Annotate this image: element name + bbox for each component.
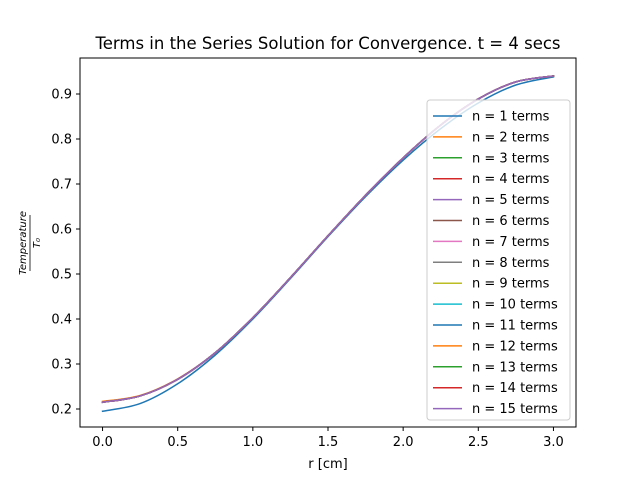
x-axis-ticks: 0.0 0.5 1.0 1.5 2.0 2.5 3.0 bbox=[92, 427, 564, 450]
legend-label-8: n = 8 terms bbox=[472, 256, 550, 271]
legend-label-6: n = 6 terms bbox=[472, 214, 550, 229]
x-tick-label: 2.0 bbox=[393, 435, 414, 450]
series-layer bbox=[101, 75, 555, 413]
legend-items: n = 1 terms n = 2 terms n = 3 terms n = 4 t… bbox=[433, 110, 558, 417]
legend-label-3: n = 3 terms bbox=[472, 151, 550, 166]
y-axis-label-denominator: T₀ bbox=[32, 238, 43, 248]
y-tick-label: 0.8 bbox=[51, 133, 72, 148]
y-axis-label-numerator: Temperature bbox=[18, 211, 29, 275]
legend-label-5: n = 5 terms bbox=[472, 193, 550, 208]
x-tick-label: 1.0 bbox=[243, 435, 264, 450]
x-tick-label: 0.0 bbox=[92, 435, 113, 450]
legend-label-1: n = 1 terms bbox=[472, 110, 550, 125]
x-axis-label: r [cm] bbox=[308, 457, 347, 472]
y-tick-label: 0.6 bbox=[51, 223, 72, 238]
legend-label-15: n = 15 terms bbox=[472, 402, 558, 417]
legend-label-10: n = 10 terms bbox=[472, 298, 558, 313]
y-tick-label: 0.2 bbox=[51, 403, 72, 418]
y-axis-label: Temperature T₀ bbox=[18, 211, 43, 275]
x-tick-label: 0.5 bbox=[167, 435, 188, 450]
y-axis-ticks: 0.2 0.3 0.4 0.5 0.6 0.7 0.8 0.9 bbox=[51, 88, 80, 418]
legend-label-9: n = 9 terms bbox=[472, 277, 550, 292]
x-tick-label: 1.5 bbox=[318, 435, 339, 450]
legend-label-4: n = 4 terms bbox=[472, 172, 550, 187]
y-tick-label: 0.9 bbox=[51, 88, 72, 103]
y-tick-label: 0.4 bbox=[51, 313, 72, 328]
y-tick-label: 0.7 bbox=[51, 178, 72, 193]
y-tick-label: 0.3 bbox=[51, 358, 72, 373]
x-tick-label: 3.0 bbox=[543, 435, 564, 450]
legend-label-2: n = 2 terms bbox=[472, 130, 550, 145]
legend-label-12: n = 12 terms bbox=[472, 339, 558, 354]
legend-label-7: n = 7 terms bbox=[472, 235, 550, 250]
chart-title: Terms in the Series Solution for Converg… bbox=[94, 34, 560, 53]
legend-label-13: n = 13 terms bbox=[472, 360, 558, 375]
legend-label-14: n = 14 terms bbox=[472, 381, 558, 396]
x-tick-label: 2.5 bbox=[468, 435, 489, 450]
y-tick-label: 0.5 bbox=[51, 268, 72, 283]
legend-label-11: n = 11 terms bbox=[472, 319, 558, 334]
series-line-15 bbox=[101, 75, 555, 404]
plot-frame bbox=[79, 57, 577, 428]
legend-box bbox=[426, 99, 571, 421]
legend: n = 1 terms n = 2 terms n = 3 terms n = 4 t… bbox=[426, 99, 571, 421]
